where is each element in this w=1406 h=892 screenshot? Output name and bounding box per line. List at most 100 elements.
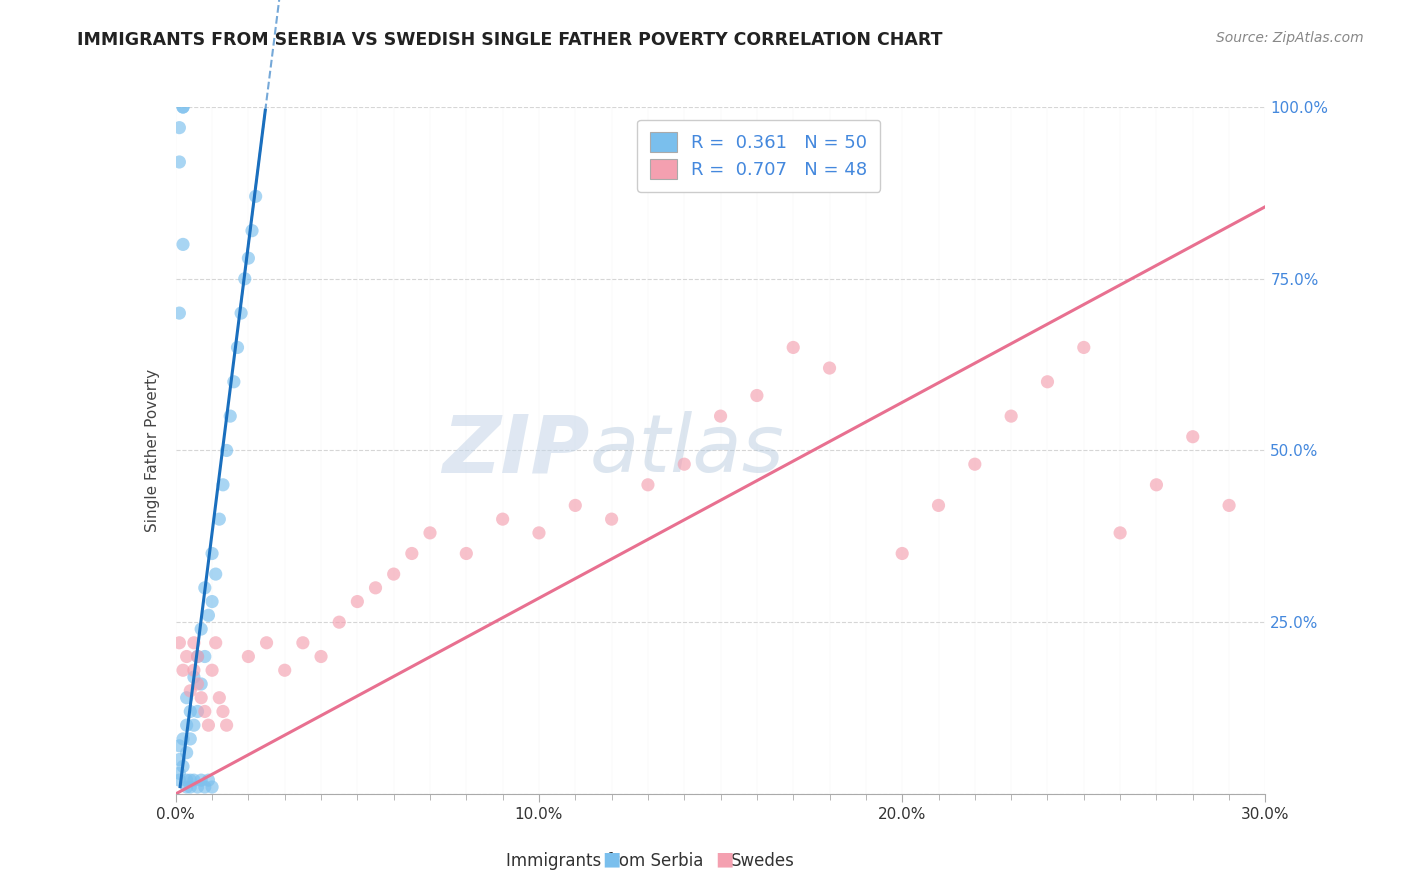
Point <box>186 705 209 719</box>
Point <box>183 773 205 788</box>
Point <box>212 478 235 492</box>
Point <box>963 457 986 471</box>
Point <box>215 443 238 458</box>
Point <box>238 649 260 664</box>
Point <box>197 608 219 623</box>
Point <box>186 780 209 794</box>
Point <box>172 731 194 746</box>
Point <box>204 636 226 650</box>
Point <box>172 100 194 114</box>
Point <box>233 271 256 285</box>
Point <box>240 224 263 238</box>
Point <box>1146 478 1168 492</box>
Point <box>183 718 205 732</box>
Point <box>172 663 194 677</box>
Point <box>364 581 387 595</box>
Point <box>673 457 696 471</box>
Text: IMMIGRANTS FROM SERBIA VS SWEDISH SINGLE FATHER POVERTY CORRELATION CHART: IMMIGRANTS FROM SERBIA VS SWEDISH SINGLE… <box>77 31 943 49</box>
Point <box>179 683 201 698</box>
Point <box>527 525 550 540</box>
Point <box>419 525 441 540</box>
Point <box>176 780 198 794</box>
Point <box>238 251 260 265</box>
Point <box>179 705 201 719</box>
Point <box>197 718 219 732</box>
Point <box>231 306 253 320</box>
Point <box>710 409 733 423</box>
Point <box>183 663 205 677</box>
Text: ■: ■ <box>602 850 621 869</box>
Point <box>222 375 245 389</box>
Point <box>208 512 231 526</box>
Y-axis label: Single Father Poverty: Single Father Poverty <box>145 369 160 532</box>
Point <box>274 663 297 677</box>
Point <box>169 120 191 135</box>
Point <box>291 636 314 650</box>
Point <box>1109 525 1132 540</box>
Point <box>309 649 332 664</box>
Text: Immigrants from Serbia: Immigrants from Serbia <box>506 852 703 870</box>
Point <box>201 780 224 794</box>
Point <box>179 731 201 746</box>
Point <box>201 546 224 561</box>
Point <box>194 705 217 719</box>
Point <box>183 670 205 684</box>
Point <box>176 773 198 788</box>
Point <box>1036 375 1059 389</box>
Point <box>219 409 242 423</box>
Point <box>190 773 212 788</box>
Point <box>401 546 423 561</box>
Point <box>637 478 659 492</box>
Point <box>169 306 191 320</box>
Point <box>172 100 194 114</box>
Point <box>456 546 478 561</box>
Point <box>564 499 586 513</box>
Point <box>172 759 194 773</box>
Point <box>1073 340 1095 354</box>
Point <box>186 649 209 664</box>
Point <box>818 361 841 376</box>
Point <box>169 636 191 650</box>
Point <box>190 622 212 636</box>
Point <box>1000 409 1022 423</box>
Point <box>382 567 405 582</box>
Point <box>492 512 515 526</box>
Point <box>176 746 198 760</box>
Point <box>190 677 212 691</box>
Point <box>245 189 267 203</box>
Point <box>1218 499 1240 513</box>
Text: atlas: atlas <box>591 411 785 490</box>
Point <box>190 690 212 705</box>
Text: Source: ZipAtlas.com: Source: ZipAtlas.com <box>1216 31 1364 45</box>
Point <box>176 718 198 732</box>
Point <box>169 753 191 767</box>
Point <box>782 340 804 354</box>
Point <box>226 340 249 354</box>
Point <box>176 690 198 705</box>
Point <box>256 636 278 650</box>
Point <box>201 594 224 608</box>
Text: ■: ■ <box>714 850 734 869</box>
Point <box>194 780 217 794</box>
Point <box>891 546 914 561</box>
Point <box>212 705 235 719</box>
Point <box>169 739 191 753</box>
Point <box>169 773 191 788</box>
Point <box>186 677 209 691</box>
Legend: R =  0.361   N = 50, R =  0.707   N = 48: R = 0.361 N = 50, R = 0.707 N = 48 <box>637 120 880 192</box>
Point <box>169 766 191 780</box>
Point <box>183 636 205 650</box>
Point <box>194 649 217 664</box>
Point <box>600 512 623 526</box>
Point <box>179 780 201 794</box>
Point <box>328 615 350 630</box>
Point <box>208 690 231 705</box>
Point <box>215 718 238 732</box>
Point <box>186 649 209 664</box>
Point <box>346 594 368 608</box>
Point <box>197 773 219 788</box>
Point <box>179 773 201 788</box>
Point <box>169 155 191 169</box>
Point <box>745 388 768 402</box>
Text: ZIP: ZIP <box>443 411 591 490</box>
